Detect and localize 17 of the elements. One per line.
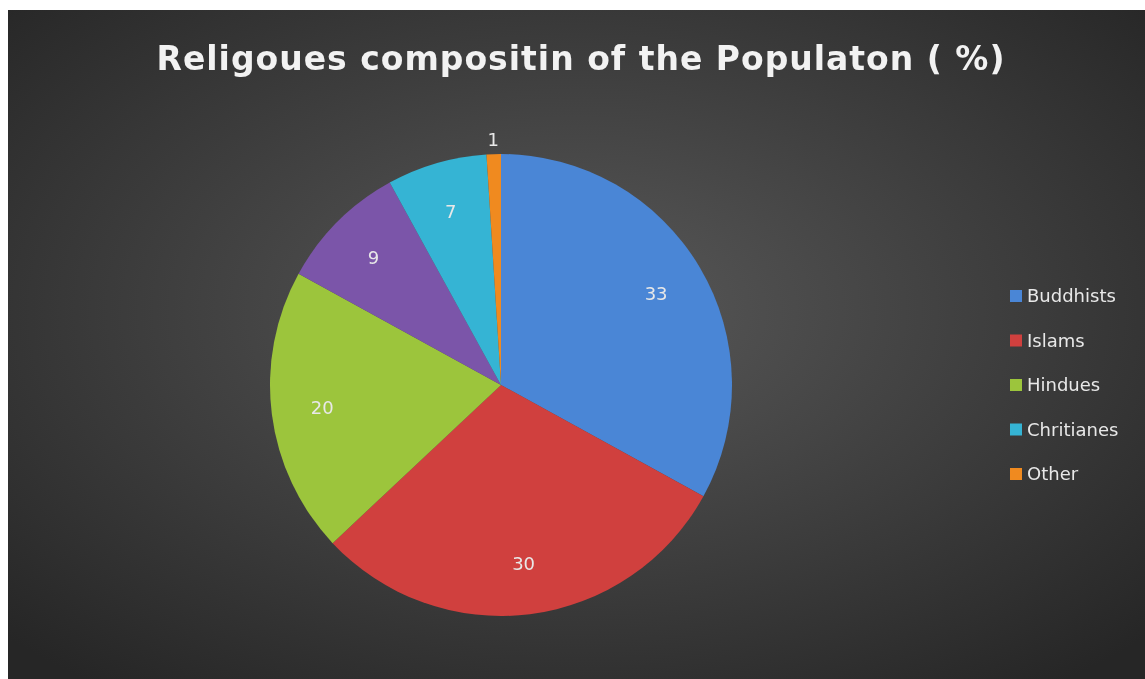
data-label: 30 bbox=[512, 553, 536, 575]
chart-title: Religoues compositin of the Populaton ( %) bbox=[156, 39, 1006, 78]
legend-label: Hindues bbox=[1027, 374, 1101, 396]
legend-label: Other bbox=[1027, 463, 1079, 485]
data-label: 33 bbox=[644, 282, 668, 304]
data-label: 9 bbox=[367, 246, 380, 268]
legend-label: Chritianes bbox=[1027, 418, 1119, 440]
data-label: 7 bbox=[445, 201, 457, 223]
legend-label: Islams bbox=[1027, 329, 1085, 351]
pie-slice bbox=[501, 154, 732, 497]
data-label: 1 bbox=[487, 129, 500, 151]
pie-slice bbox=[332, 385, 704, 616]
legend-label: Buddhists bbox=[1027, 285, 1116, 307]
pie-slice bbox=[389, 154, 501, 385]
pie-slice bbox=[270, 273, 501, 544]
data-label: 20 bbox=[310, 396, 334, 418]
pie-slice bbox=[298, 182, 501, 385]
